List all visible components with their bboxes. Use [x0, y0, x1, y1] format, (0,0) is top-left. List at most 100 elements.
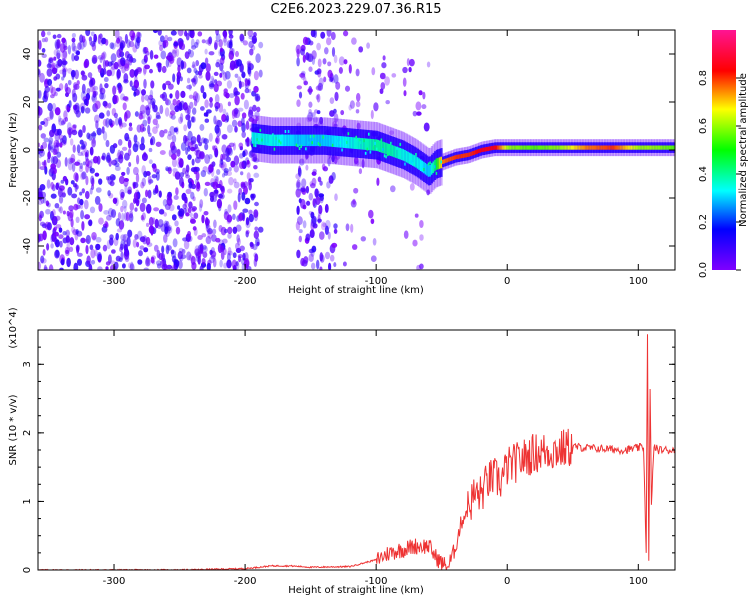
ridge-blob: [272, 133, 275, 137]
noise-speck: [308, 108, 312, 115]
ridge-core: [555, 145, 558, 150]
ridge-core: [257, 133, 261, 145]
ridge-core: [509, 145, 512, 150]
ridge-core: [292, 134, 295, 147]
noise-speck: [333, 54, 338, 64]
ridge-core: [662, 145, 665, 150]
noise-speck: [219, 259, 223, 268]
noise-speck: [195, 171, 200, 181]
noise-speck: [150, 97, 156, 106]
ridge-blob: [440, 160, 443, 164]
ridge-core: [651, 145, 654, 150]
noise-speck: [254, 253, 259, 262]
noise-speck: [223, 228, 228, 234]
noise-speck: [163, 220, 168, 228]
noise-speck: [139, 104, 146, 115]
noise-speck: [75, 228, 79, 235]
noise-speck: [172, 238, 178, 248]
noise-speck: [46, 179, 51, 189]
noise-speck: [221, 134, 228, 140]
noise-speck: [211, 78, 215, 86]
noise-speck: [391, 73, 397, 78]
noise-speck: [218, 193, 225, 200]
noise-speck: [88, 79, 94, 88]
ridge-core: [437, 157, 440, 170]
noise-speck: [191, 107, 197, 115]
ridge-core: [456, 154, 459, 159]
noise-speck: [305, 52, 310, 61]
noise-speck: [144, 64, 151, 70]
noise-speck: [233, 107, 239, 115]
noise-speck: [55, 249, 60, 258]
noise-speck: [227, 188, 233, 194]
noise-speck: [105, 266, 109, 270]
noise-speck: [258, 69, 263, 78]
noise-speck: [88, 263, 93, 270]
noise-speck: [71, 71, 75, 80]
noise-speck: [110, 63, 117, 70]
noise-speck: [145, 203, 152, 214]
noise-speck: [114, 30, 120, 39]
noise-speck: [103, 209, 110, 215]
ridge-blob: [404, 162, 407, 166]
noise-speck: [106, 239, 111, 250]
noise-speck: [249, 48, 254, 56]
ridge-core: [399, 148, 402, 160]
ridge-core: [394, 146, 397, 158]
noise-speck: [305, 233, 311, 242]
bottom-y-axis-label: SNR (10 * v/v): [8, 394, 19, 465]
noise-speck: [351, 37, 357, 45]
ridge-core: [648, 145, 651, 150]
noise-speck: [131, 58, 137, 63]
noise-speck: [100, 72, 104, 78]
ridge-core: [531, 145, 534, 150]
noise-speck: [128, 122, 133, 127]
noise-speck: [197, 250, 202, 259]
noise-speck: [220, 185, 225, 193]
noise-speck: [72, 82, 78, 91]
noise-speck: [92, 54, 98, 64]
noise-speck: [152, 126, 158, 134]
ridge-core: [608, 145, 611, 150]
ridge-core: [618, 145, 621, 150]
ridge-core: [451, 156, 454, 161]
ridge-blob: [380, 138, 384, 142]
noise-speck: [128, 161, 132, 168]
noise-speck: [40, 120, 46, 126]
noise-speck: [218, 39, 223, 48]
ridge-core: [486, 147, 489, 152]
noise-speck: [54, 239, 60, 248]
noise-speck: [177, 157, 183, 166]
noise-speck: [316, 110, 321, 115]
noise-speck: [245, 230, 249, 238]
noise-speck: [326, 181, 331, 189]
ridge-core: [421, 160, 424, 173]
top-y-tick-label: 20: [22, 96, 33, 109]
noise-speck: [128, 126, 133, 132]
noise-speck: [203, 112, 208, 117]
noise-speck: [172, 168, 178, 173]
noise-speck: [56, 151, 62, 158]
noise-speck: [134, 75, 138, 83]
noise-speck: [159, 35, 165, 43]
noise-speck: [414, 213, 419, 218]
ridge-core: [550, 145, 553, 150]
noise-speck: [141, 197, 147, 204]
noise-speck: [93, 85, 99, 91]
noise-speck: [88, 219, 93, 227]
ridge-core: [533, 145, 536, 150]
noise-speck: [129, 210, 134, 219]
noise-speck: [140, 214, 144, 221]
colorbar-tick-label: 0.4: [698, 166, 709, 182]
noise-speck: [226, 252, 231, 262]
ridge-core: [657, 145, 660, 150]
noise-speck: [233, 181, 240, 189]
noise-speck: [250, 194, 255, 201]
noise-speck: [147, 189, 152, 199]
noise-speck: [305, 164, 309, 171]
noise-speck: [74, 161, 80, 166]
noise-speck: [157, 62, 162, 73]
ridge-core: [545, 145, 548, 150]
ridge-core: [374, 139, 377, 151]
